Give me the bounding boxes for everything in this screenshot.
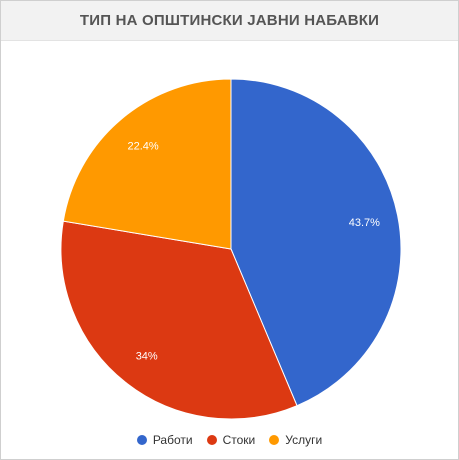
slice-label-2: 34% <box>136 351 158 363</box>
legend-swatch-icon <box>269 435 280 445</box>
legend-swatch-icon <box>206 435 217 445</box>
pie-slice-1[interactable] <box>230 78 402 407</box>
chart-title: ТИП НА ОПШТИНСКИ ЈАВНИ НАБАВКИ <box>79 12 380 29</box>
legend-item-1[interactable]: Работи <box>136 433 193 447</box>
legend-item-2[interactable]: Стоки <box>206 433 256 447</box>
legend-label: Услуги <box>285 433 323 447</box>
pie-chart: 43.7% 34% 22.4% <box>60 78 402 420</box>
legend-swatch-icon <box>136 435 147 445</box>
pie-slice-3[interactable] <box>62 78 232 250</box>
legend-label: Работи <box>152 433 193 447</box>
chart-legend: Работи Стоки Услуги <box>1 430 458 450</box>
pie-slice-2[interactable] <box>60 220 298 420</box>
slice-labels: 43.7% 34% 22.4% <box>127 140 380 362</box>
legend-item-3[interactable]: Услуги <box>269 433 322 447</box>
legend-label: Стоки <box>222 433 256 447</box>
chart-title-bar: ТИП НА ОПШТИНСКИ ЈАВНИ НАБАВКИ <box>1 1 458 41</box>
slice-label-3: 22.4% <box>127 140 158 152</box>
slice-label-1: 43.7% <box>349 217 380 229</box>
